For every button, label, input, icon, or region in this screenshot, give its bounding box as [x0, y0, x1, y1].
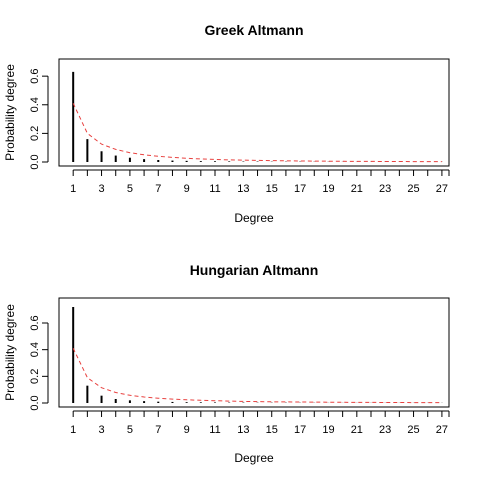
x-tick-label: 25	[407, 424, 419, 436]
y-tick-label: 0.4	[29, 342, 41, 357]
x-tick-label: 1	[70, 424, 76, 436]
x-tick-label: 19	[322, 183, 334, 195]
x-tick-label: 5	[127, 183, 133, 195]
y-tick-label: 0.0	[29, 395, 41, 410]
x-tick-label: 3	[98, 424, 104, 436]
y-tick-label: 0.6	[29, 315, 41, 330]
fit-curve	[72, 348, 442, 404]
y-tick-label: 0.2	[29, 369, 41, 384]
x-tick-label: 13	[237, 424, 249, 436]
x-axis-label: Degree	[234, 211, 274, 225]
x-tick-label: 17	[294, 424, 306, 436]
x-tick-label: 23	[379, 424, 391, 436]
x-axis: 1 3 5 7 9 11 13 15 17 19 21 23 25 27	[70, 169, 450, 195]
x-tick-label: 5	[127, 424, 133, 436]
x-tick-label: 15	[266, 183, 278, 195]
x-tick-label: 3	[98, 183, 104, 195]
x-tick-label: 11	[209, 183, 220, 195]
y-axis-label: Probability degree	[3, 64, 17, 161]
y-tick-label: 0.4	[29, 97, 41, 112]
x-tick-label: 1	[70, 183, 76, 195]
y-tick-label: 0.6	[29, 69, 41, 84]
chart-title: Greek Altmann	[204, 22, 303, 38]
x-tick-label: 9	[184, 424, 190, 436]
plot-frame	[58, 297, 450, 408]
x-tick-label: 7	[155, 424, 161, 436]
x-tick-label: 11	[209, 424, 220, 436]
x-tick-label: 7	[155, 183, 161, 195]
x-axis-label: Degree	[234, 451, 274, 465]
chart-panel-hungarian: Hungarian Altmann 0.00.20.40.6 1 3 5 7 9 11 13…	[3, 262, 450, 465]
x-tick-label: 21	[351, 424, 363, 436]
x-tick-label: 13	[237, 183, 249, 195]
fit-curve	[72, 103, 442, 163]
x-tick-label: 17	[294, 183, 306, 195]
x-tick-label: 25	[407, 183, 419, 195]
chart-title: Hungarian Altmann	[190, 262, 319, 278]
x-tick-label: 27	[436, 183, 448, 195]
y-axis: 0.0 0.2 0.4 0.6	[29, 315, 49, 411]
y-axis-label: Probability degree	[3, 304, 17, 401]
x-tick-label: 23	[379, 183, 391, 195]
x-tick-label: 9	[184, 183, 190, 195]
chart-panel-greek: Greek Altmann 0.00.20.40.6 1 3 5 7 9 11 13 15 17…	[3, 22, 450, 225]
x-axis: 1 3 5 7 9 11 13 15 17 19 21 23 25 27	[70, 410, 450, 436]
y-tick-label: 0.0	[29, 154, 41, 169]
plot-frame	[58, 58, 450, 167]
y-axis: 0.0 0.2 0.4 0.6	[29, 69, 49, 170]
plot-marks	[72, 307, 443, 404]
x-tick-label: 21	[351, 183, 363, 195]
plot-marks	[72, 71, 443, 163]
x-tick-label: 27	[436, 424, 448, 436]
x-tick-label: 15	[266, 424, 278, 436]
y-tick-label: 0.2	[29, 126, 41, 141]
x-tick-label: 19	[322, 424, 334, 436]
